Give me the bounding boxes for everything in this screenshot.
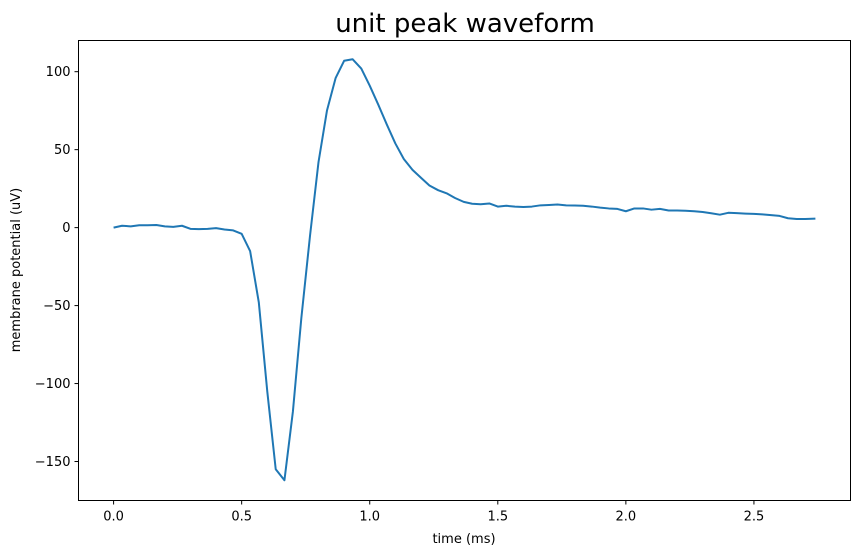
y-tick-label: −100 [35,377,71,392]
x-tick-label: 1.0 [359,510,380,525]
axes-frame [78,40,851,501]
x-tick-label: 1.5 [487,510,508,525]
plot-area [113,58,816,482]
y-tick-label: 0 [62,221,70,236]
x-tick-label: 0.0 [103,510,124,525]
y-tick-label: 100 [46,65,71,80]
y-tick-label: −150 [35,455,71,470]
y-axis-label: membrane potential (uV) [9,188,24,353]
waveform-line [113,58,816,482]
x-axis-label: time (ms) [432,532,495,547]
x-tick-label: 2.0 [616,510,637,525]
chart-title: unit peak waveform [335,9,595,39]
y-tick-label: −50 [43,299,70,314]
x-tick-label: 2.5 [744,510,765,525]
x-tick-label: 0.5 [231,510,252,525]
y-tick-label: 50 [54,143,71,158]
